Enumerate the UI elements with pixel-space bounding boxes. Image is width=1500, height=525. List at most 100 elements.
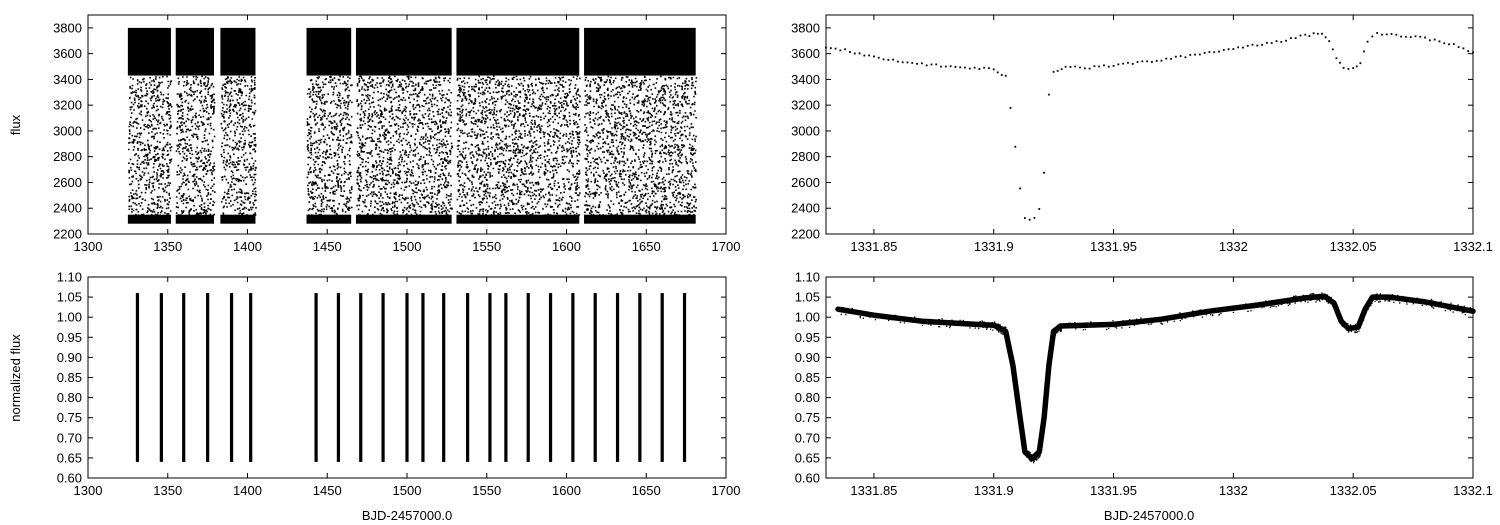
flux-point — [1289, 37, 1292, 40]
x-tick-label: 1331.95 — [1090, 483, 1137, 498]
flux-point — [949, 65, 952, 68]
y-tick-label: 1.00 — [57, 310, 82, 325]
y-tick-label: 2200 — [791, 227, 820, 242]
y-tick-label: 2400 — [53, 201, 82, 216]
x-tick-label: 1300 — [74, 239, 103, 254]
flux-point — [1462, 47, 1465, 50]
x-tick-label: 1332 — [1219, 483, 1248, 498]
scatter-points — [128, 75, 173, 217]
flux-point — [825, 46, 827, 49]
flux-point — [1150, 60, 1153, 63]
x-tick-label: 1650 — [632, 239, 661, 254]
y-tick-label: 0.75 — [795, 410, 820, 425]
eclipse-floor-band — [127, 214, 171, 224]
flux-point — [1127, 61, 1129, 64]
flux-point — [1467, 50, 1470, 52]
y-tick-label: 3200 — [53, 98, 82, 113]
flux-point — [1246, 44, 1249, 47]
flux-point — [1064, 65, 1067, 68]
flux-band — [127, 27, 171, 76]
y-tick-label: 3800 — [791, 20, 820, 35]
x-tick-label: 1331.95 — [1090, 239, 1137, 254]
plot-frame — [825, 276, 1474, 479]
x-tick-label: 1300 — [74, 483, 103, 498]
eclipse-stripe — [159, 293, 163, 462]
eclipse-stripe — [571, 293, 575, 462]
flux-point — [1285, 39, 1287, 42]
marks-norm-full — [135, 293, 687, 462]
x-tick-label: 1550 — [472, 483, 501, 498]
eclipse-stripe — [421, 293, 425, 462]
flux-point — [1141, 60, 1144, 63]
eclipse-stripe — [381, 293, 385, 462]
x-tick-label: 1350 — [153, 483, 182, 498]
flux-point — [1428, 39, 1431, 42]
flux-point — [1174, 55, 1177, 58]
flux-point — [1308, 35, 1311, 37]
flux-point — [1179, 55, 1182, 57]
flux-point — [1347, 67, 1350, 70]
flux-point — [896, 60, 899, 63]
flux-point — [882, 58, 885, 61]
x-tick-label: 1331.85 — [850, 483, 897, 498]
flux-point — [1352, 67, 1355, 69]
flux-point — [1294, 37, 1297, 40]
flux-point — [1409, 36, 1412, 39]
y-tick-label: 0.60 — [57, 471, 82, 486]
ticks-raw-zoom: 1331.85 1331.9 1331.95 1332 1332.05 1332.1 220… — [791, 15, 1493, 254]
marks-norm-zoom — [835, 292, 1476, 464]
flux-point — [1251, 43, 1254, 46]
flux-point — [940, 65, 942, 68]
flux-point — [1004, 74, 1007, 77]
x-tick-label: 1700 — [712, 483, 741, 498]
flux-point — [1038, 208, 1041, 210]
eclipse-floor-band — [584, 214, 696, 224]
y-tick-label: 0.85 — [57, 370, 82, 385]
x-tick-label: 1350 — [153, 239, 182, 254]
y-tick-label: 3000 — [53, 123, 82, 138]
scatter-points — [356, 75, 454, 217]
flux-point — [1203, 52, 1206, 54]
ticks-raw-full: 1300 1350 1400 1450 1500 1550 1600 1650 1700 2200… — [53, 15, 740, 254]
flux-point — [1275, 40, 1278, 43]
y-tick-label: 2400 — [791, 201, 820, 216]
flux-point — [1316, 32, 1319, 35]
flux-point — [920, 62, 923, 65]
flux-point — [1189, 54, 1192, 56]
x-axis-label-left: BJD-2457000.0 — [362, 508, 452, 523]
scatter-points — [306, 75, 353, 217]
flux-point — [1324, 36, 1327, 39]
eclipse-stripe — [405, 293, 409, 462]
y-tick-label: 0.95 — [795, 330, 820, 345]
y-tick-label: 3400 — [53, 72, 82, 87]
flux-point — [1083, 67, 1086, 70]
x-tick-label: 1332.1 — [1453, 239, 1493, 254]
flux-point — [844, 48, 847, 51]
flux-point — [1339, 61, 1341, 64]
eclipse-stripe — [660, 293, 664, 462]
flux-point — [1331, 48, 1334, 51]
normalized-scatter — [838, 292, 1473, 464]
flux-point — [1390, 33, 1393, 35]
flux-point — [1033, 216, 1036, 219]
eclipse-stripe — [466, 293, 470, 462]
flux-point — [1136, 61, 1139, 63]
flux-point — [1088, 67, 1091, 70]
flux-point — [1131, 62, 1134, 65]
flux-point — [868, 54, 871, 57]
flux-point — [1371, 35, 1374, 38]
flux-point — [853, 52, 856, 55]
y-tick-label: 1.00 — [795, 310, 820, 325]
eclipse-stripe — [314, 293, 318, 462]
flux-point — [935, 63, 938, 66]
flux-point — [1237, 46, 1240, 49]
flux-point — [1170, 57, 1172, 60]
flux-point — [930, 63, 933, 66]
x-tick-label: 1332.1 — [1453, 483, 1493, 498]
y-axis-label-flux: flux — [8, 114, 23, 135]
marks-raw-full — [127, 27, 698, 224]
flux-point — [1381, 33, 1383, 36]
marks-raw-zoom — [825, 32, 1474, 221]
flux-point — [1218, 50, 1220, 53]
